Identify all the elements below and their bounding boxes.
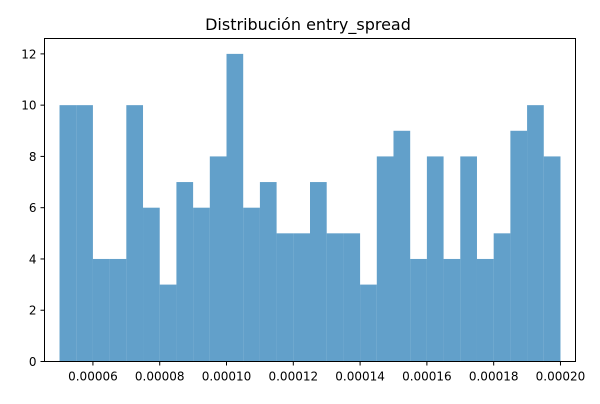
histogram-bar — [226, 53, 244, 362]
y-axis: 0 2 4 6 8 10 12 — [21, 47, 45, 369]
histogram-bar — [176, 182, 194, 362]
histogram-bar — [293, 233, 310, 362]
x-tick-label: 0.00018 — [469, 370, 519, 384]
histogram-bar — [76, 105, 93, 362]
histogram-bar — [410, 258, 427, 362]
histogram-bar — [343, 233, 361, 362]
histogram-bar — [92, 258, 110, 362]
histogram-bar — [193, 207, 210, 362]
bars-group — [59, 53, 561, 362]
histogram-bar — [59, 105, 77, 362]
y-tick-label: 0 — [29, 355, 37, 369]
histogram-bar — [426, 156, 444, 362]
y-tick-label: 10 — [21, 99, 36, 113]
histogram-bar — [376, 156, 394, 362]
histogram-bar — [159, 284, 177, 362]
histogram-bar — [476, 258, 494, 362]
histogram-bar — [143, 207, 160, 362]
histogram-bar — [543, 156, 561, 362]
x-tick-label: 0.00012 — [268, 370, 318, 384]
histogram-bar — [310, 182, 327, 362]
y-tick-label: 12 — [21, 47, 36, 61]
histogram-bar — [243, 207, 260, 362]
y-tick-label: 2 — [29, 304, 37, 318]
histogram-bar — [360, 284, 377, 362]
histogram-bar — [493, 233, 511, 362]
x-axis: 0.00006 0.00008 0.00010 0.00012 0.00014 0.000… — [68, 361, 586, 384]
histogram-bar — [126, 105, 144, 362]
histogram-bar — [510, 130, 528, 362]
histogram-bar — [443, 258, 461, 362]
histogram-bar — [527, 105, 544, 362]
y-tick-label: 4 — [29, 252, 37, 266]
x-tick-label: 0.00014 — [335, 370, 385, 384]
x-tick-label: 0.00020 — [536, 370, 586, 384]
x-tick-label: 0.00008 — [135, 370, 185, 384]
histogram-bar — [460, 156, 477, 362]
plot-frame — [44, 38, 576, 362]
x-tick-label: 0.00006 — [68, 370, 118, 384]
histogram-bar — [326, 233, 344, 362]
histogram-bar — [259, 182, 277, 362]
chart-title: Distribución entry_spread — [205, 15, 411, 35]
histogram-bar — [109, 258, 127, 362]
y-tick-label: 6 — [29, 201, 37, 215]
histogram-bar — [393, 130, 411, 362]
y-tick-label: 8 — [29, 150, 37, 164]
histogram-bar — [276, 233, 294, 362]
x-tick-label: 0.00010 — [202, 370, 252, 384]
x-tick-label: 0.00016 — [402, 370, 452, 384]
histogram-bar — [209, 156, 227, 362]
